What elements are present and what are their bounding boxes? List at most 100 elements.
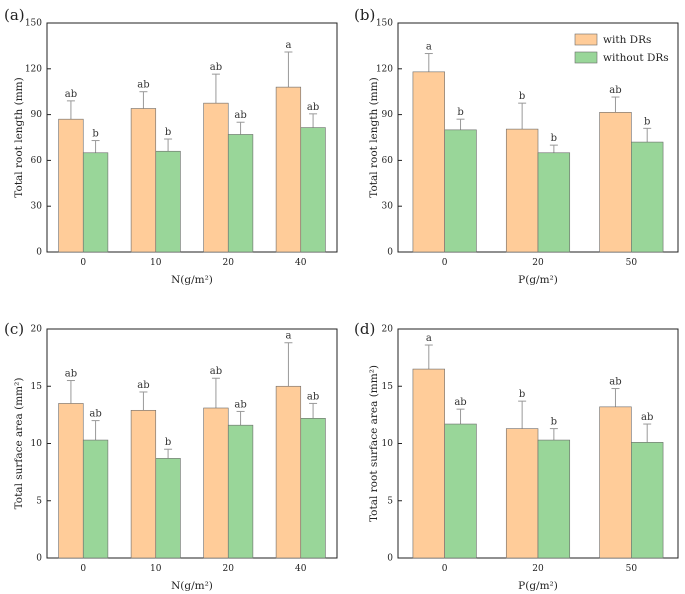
bar-with-drs-20 (203, 407, 229, 559)
chart-panel-b: (b)03060901201500ab20bb50abbP(g/m²)Total… (354, 6, 679, 286)
significance-label: ab (89, 409, 101, 420)
bar-with-drs-0 (412, 71, 445, 253)
panel-label: (b) (354, 6, 375, 24)
legend-swatch-without-drs (574, 51, 598, 64)
y-tick-label: 60 (31, 156, 43, 166)
y-tick-label: 30 (382, 202, 394, 212)
y-tick-label: 90 (31, 110, 43, 120)
significance-label: ab (234, 399, 246, 410)
significance-label: ab (609, 85, 621, 96)
chart-panel-d: (d) 0 5 10 15 20 0 a ab 20 b b 50 ab ab P(g/m²) Total ro… (354, 320, 679, 592)
x-tick-label: 50 (626, 258, 638, 268)
y-tick-label: 150 (25, 19, 42, 29)
x-tick-label: 20 (532, 564, 544, 574)
significance-label: a (285, 331, 291, 342)
x-tick-label: 0 (442, 564, 448, 574)
y-tick-label: 20 (382, 325, 394, 335)
chart-panel-c: (c) 0 5 10 15 20 0 ab ab 10 ab b 20 ab ab 40 a ab N(g/m²) T… (4, 320, 338, 592)
bar-with-drs-20 (505, 428, 539, 559)
y-tick-label: 10 (382, 439, 394, 449)
x-tick-label: 20 (223, 564, 235, 574)
y-tick-label: 10 (31, 439, 43, 449)
bar-with-drs-40 (275, 385, 302, 559)
y-tick-label: 150 (376, 19, 393, 29)
y-tick-label: 0 (36, 248, 42, 258)
significance-label: ab (137, 380, 149, 391)
y-axis-title: Total root length (mm) (13, 77, 25, 197)
bar-without-drs-20 (537, 152, 571, 253)
bar-without-drs-0 (82, 152, 109, 253)
y-tick-label: 5 (387, 496, 393, 506)
significance-label: b (165, 437, 171, 448)
x-axis-title: N(g/m²) (171, 580, 213, 592)
significance-label: ab (65, 369, 77, 380)
significance-label: ab (609, 377, 621, 388)
bar-without-drs-40 (300, 127, 326, 253)
x-tick-label: 50 (626, 564, 638, 574)
significance-label: b (551, 133, 557, 144)
significance-label: b (551, 417, 557, 428)
legend: with DRs without DRs (574, 33, 669, 64)
significance-label: b (165, 127, 171, 138)
bar-with-drs-0 (412, 368, 445, 559)
panel-label: (a) (4, 6, 25, 24)
y-tick-label: 20 (31, 325, 43, 335)
x-tick-label: 20 (223, 258, 235, 268)
y-tick-label: 120 (376, 64, 393, 74)
y-tick-label: 30 (31, 202, 43, 212)
x-tick-label: 0 (80, 258, 86, 268)
bar-without-drs-0 (444, 129, 477, 253)
legend-swatch-with-drs (574, 33, 598, 46)
significance-label: a (285, 40, 291, 51)
significance-label: ab (454, 397, 466, 408)
bar-with-drs-20 (203, 102, 229, 253)
x-axis-title: P(g/m²) (518, 274, 558, 286)
y-tick-label: 15 (382, 382, 394, 392)
significance-label: ab (307, 102, 319, 113)
y-axis-title: Total root surface area (mm²) (368, 365, 380, 522)
bar-with-drs-20 (505, 128, 539, 253)
panel-label: (c) (4, 320, 24, 338)
significance-label: ab (210, 62, 222, 73)
x-tick-label: 0 (80, 564, 86, 574)
significance-label: ab (137, 80, 149, 91)
x-tick-label: 40 (295, 258, 307, 268)
y-tick-label: 120 (25, 64, 42, 74)
significance-label: b (519, 389, 525, 400)
bar-with-drs-10 (130, 108, 157, 253)
bar-with-drs-40 (275, 86, 302, 253)
bar-without-drs-20 (227, 424, 254, 559)
x-tick-label: 40 (295, 564, 307, 574)
bar-without-drs-0 (444, 423, 477, 559)
significance-label: a (426, 42, 432, 53)
x-tick-label: 0 (442, 258, 448, 268)
x-axis-title: N(g/m²) (171, 274, 213, 286)
y-tick-label: 0 (36, 554, 42, 564)
significance-label: ab (641, 412, 653, 423)
y-tick-label: 60 (382, 156, 394, 166)
bar-without-drs-20 (227, 134, 254, 253)
bar-without-drs-50 (631, 141, 664, 253)
bar-with-drs-10 (130, 409, 157, 559)
y-axis-title: Total root length (mm) (368, 77, 380, 197)
significance-label: a (426, 333, 432, 344)
panel-label: (d) (354, 320, 375, 338)
bar-without-drs-10 (155, 458, 181, 559)
y-axis-title: Total surface area (mm²) (13, 378, 25, 510)
x-tick-label: 10 (150, 258, 162, 268)
y-tick-label: 5 (36, 496, 42, 506)
plot-frame (46, 22, 338, 253)
y-tick-label: 90 (382, 110, 394, 120)
chart-panel-a: (a) 0 30 60 90 120 150 0 ab b 10 ab b 20 ab ab 40 a ab N(g/… (4, 6, 338, 286)
significance-label: b (519, 91, 525, 102)
bar-with-drs-0 (58, 118, 84, 253)
bar-with-drs-0 (58, 403, 84, 559)
bar-without-drs-50 (631, 442, 664, 559)
legend-label-without-drs: without DRs (603, 52, 669, 64)
bar-without-drs-40 (300, 418, 326, 559)
bar-with-drs-50 (599, 406, 632, 559)
bar-without-drs-0 (82, 439, 109, 559)
significance-label: ab (307, 391, 319, 402)
y-tick-label: 15 (31, 382, 43, 392)
